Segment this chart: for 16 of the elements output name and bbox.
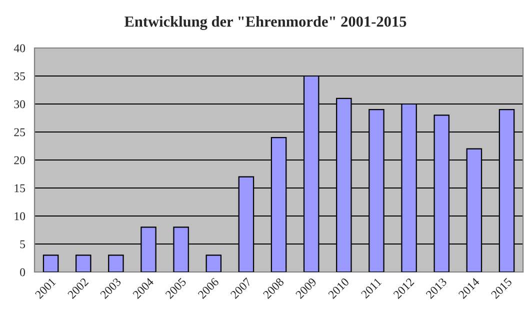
x-tick-label: 2001 [34, 278, 56, 300]
bar [42, 254, 59, 272]
x-tick-label: 2011 [360, 278, 382, 299]
y-tick-label: 40 [14, 44, 26, 52]
y-tick-label: 35 [14, 72, 26, 80]
y-tick-label: 5 [20, 240, 26, 248]
bar [108, 254, 124, 272]
y-tick-label: 10 [14, 212, 26, 220]
y-tick-label: 20 [14, 156, 26, 164]
y-tick-label: 30 [14, 100, 26, 108]
y-tick-label: 0 [20, 268, 26, 276]
bar [206, 254, 222, 272]
bar [75, 254, 92, 272]
y-tick-label: 25 [14, 128, 26, 136]
chart-title: Entwicklung der "Ehrenmorde" 2001-2015 [124, 16, 406, 30]
y-tick-label: 15 [14, 184, 26, 192]
